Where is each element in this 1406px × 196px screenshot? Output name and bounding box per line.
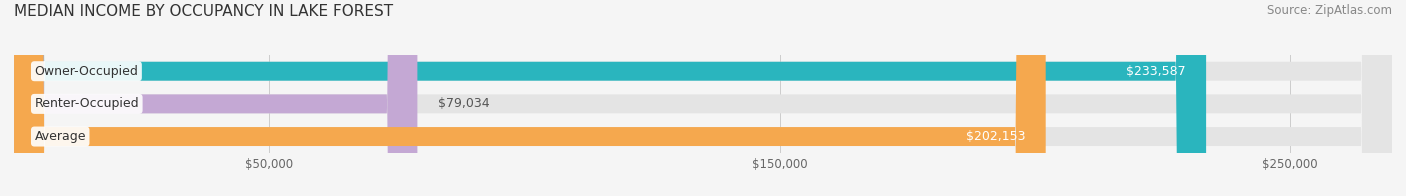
FancyBboxPatch shape	[14, 0, 418, 196]
FancyBboxPatch shape	[14, 0, 1392, 196]
Text: Average: Average	[35, 130, 86, 143]
Text: $79,034: $79,034	[437, 97, 489, 110]
Text: MEDIAN INCOME BY OCCUPANCY IN LAKE FOREST: MEDIAN INCOME BY OCCUPANCY IN LAKE FORES…	[14, 4, 394, 19]
FancyBboxPatch shape	[14, 0, 1392, 196]
Text: Renter-Occupied: Renter-Occupied	[35, 97, 139, 110]
FancyBboxPatch shape	[14, 0, 1206, 196]
FancyBboxPatch shape	[14, 0, 1392, 196]
Text: Owner-Occupied: Owner-Occupied	[35, 65, 138, 78]
Text: Source: ZipAtlas.com: Source: ZipAtlas.com	[1267, 4, 1392, 17]
Text: $233,587: $233,587	[1126, 65, 1185, 78]
FancyBboxPatch shape	[14, 0, 1046, 196]
Text: $202,153: $202,153	[966, 130, 1025, 143]
